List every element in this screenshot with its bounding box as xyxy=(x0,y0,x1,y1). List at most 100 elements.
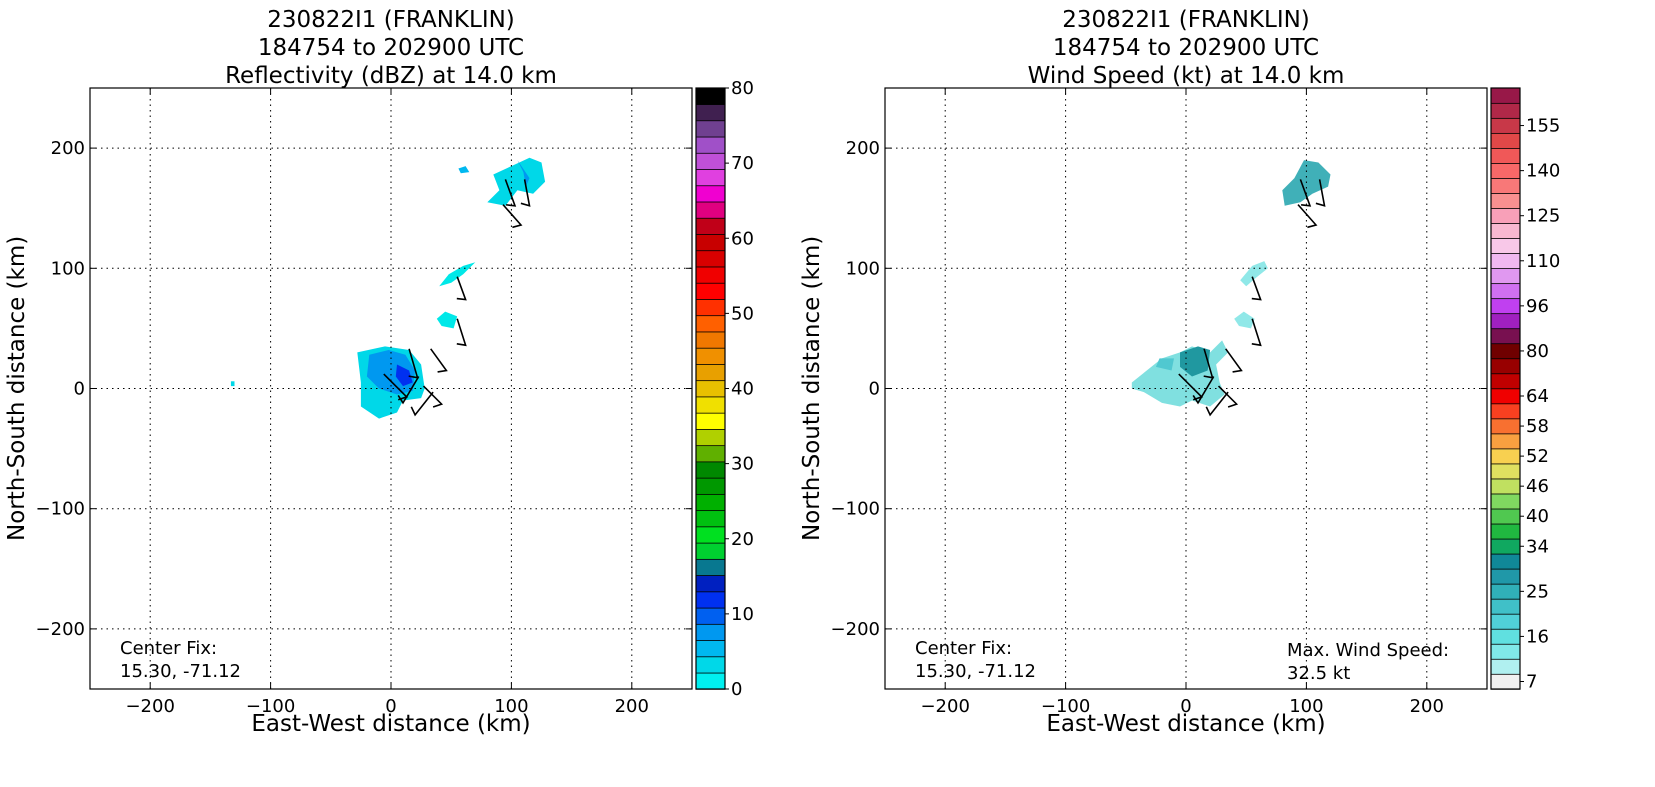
y-tick-label-4: 200 xyxy=(846,138,880,159)
wind-barb-10 xyxy=(422,385,444,408)
x-tick-label-1: −100 xyxy=(1041,696,1090,717)
colorbar-tick-label-6: 60 xyxy=(731,228,754,249)
colorbar-cell-17 xyxy=(1490,418,1521,435)
center-fix-value: 15.30, -71.12 xyxy=(120,661,241,682)
colorbar-cell-11 xyxy=(1490,508,1521,525)
colorbar-cell-5 xyxy=(1490,598,1521,615)
center-fix-label: Center Fix: xyxy=(120,638,218,659)
colorbar-cell-14 xyxy=(1490,463,1521,480)
x-tick-label-3: 100 xyxy=(494,696,528,717)
colorbar-cell-20 xyxy=(1490,373,1521,390)
title-line-1: 230822I1 (FRANKLIN) xyxy=(1062,7,1310,33)
max-wind-label: Max. Wind Speed: xyxy=(1287,640,1450,661)
colorbar-cell-27 xyxy=(1490,267,1521,285)
colorbar-tick-label-2: 25 xyxy=(1526,581,1549,602)
center-fix-annotation: Center Fix: 15.30, -71.12 xyxy=(915,637,1036,683)
wind-barb-0 xyxy=(1297,204,1318,229)
colorbar-cell-38 xyxy=(1490,102,1521,119)
colorbar-cell-36 xyxy=(1490,132,1521,149)
colorbar-cell-8 xyxy=(1490,553,1521,570)
colorbar-tick-label-1: 10 xyxy=(731,604,754,625)
wind-barb-9 xyxy=(1205,391,1229,417)
colorbar-tick-label-0: 7 xyxy=(1526,671,1537,692)
x-tick-label-2: 0 xyxy=(385,696,396,717)
reflectivity-colorbar: 0 10 20 30 40 50 60 70 80 xyxy=(695,78,754,700)
wind-barb-9 xyxy=(410,391,434,417)
colorbar-cell-16 xyxy=(1490,433,1521,450)
wind-speed-plot: −200 −100 0 100 200 −200 −100 0 100 200 xyxy=(831,87,1488,717)
data-region-4 xyxy=(517,160,530,187)
title-line-3: Wind Speed (kt) at 14.0 km xyxy=(1027,63,1345,89)
y-tick-label-2: 0 xyxy=(74,379,85,400)
y-axis-label: North-South distance (km) xyxy=(799,235,825,541)
wind-barb-4 xyxy=(456,318,467,347)
y-tick-label-1: −100 xyxy=(36,499,85,520)
colorbar-tick-label-6: 52 xyxy=(1526,446,1549,467)
wind-barb-1 xyxy=(1299,179,1312,207)
colorbar-cell-12 xyxy=(1490,493,1521,510)
colorbar-cell-2 xyxy=(1490,643,1521,660)
colorbar-cell-13 xyxy=(1490,478,1521,495)
data-region-5 xyxy=(1234,311,1255,329)
wind-barbs xyxy=(1178,179,1326,417)
wind-barbs xyxy=(383,179,531,417)
colorbar-cell-24 xyxy=(1490,312,1521,330)
colorbar-cell-25 xyxy=(1490,297,1521,315)
colorbar-tick-label-5: 50 xyxy=(731,303,754,324)
x-tick-label-1: −100 xyxy=(246,696,295,717)
colorbar-tick-label-3: 30 xyxy=(731,454,754,475)
wind-barb-3 xyxy=(1251,276,1262,301)
colorbar-tick-label-4: 40 xyxy=(731,379,754,400)
colorbar-cell-34 xyxy=(1490,162,1521,179)
colorbar-tick-label-7: 58 xyxy=(1526,416,1549,437)
wind-barb-8 xyxy=(1192,376,1215,405)
title-line-1: 230822I1 (FRANKLIN) xyxy=(267,7,515,33)
wind-barb-0 xyxy=(502,204,523,229)
colorbar-cell-6 xyxy=(1490,583,1521,600)
colorbar-cell-15 xyxy=(1490,448,1521,465)
colorbar-tick-label-11: 110 xyxy=(1526,251,1560,272)
data-region-2 xyxy=(1155,358,1174,371)
colorbar-tick-label-9: 80 xyxy=(1526,341,1549,362)
colorbar-cell-1 xyxy=(1490,658,1521,675)
data-regions xyxy=(230,157,546,419)
data-region-5 xyxy=(439,262,476,287)
reflectivity-title: 230822I1 (FRANKLIN) 184754 to 202900 UTC… xyxy=(90,6,692,90)
wind-barb-1 xyxy=(504,179,517,207)
colorbar-cell-19 xyxy=(1490,388,1521,405)
y-tick-label-0: −200 xyxy=(831,619,880,640)
x-tick-label-0: −200 xyxy=(920,696,969,717)
y-tick-label-1: −100 xyxy=(831,499,880,520)
colorbar-tick-label-14: 155 xyxy=(1526,116,1560,137)
data-region-1 xyxy=(1180,346,1211,377)
title-line-2: 184754 to 202900 UTC xyxy=(1052,35,1320,61)
colorbar-tick-label-2: 20 xyxy=(731,529,754,550)
y-tick-label-0: −200 xyxy=(36,619,85,640)
colorbar-cell-9 xyxy=(1490,538,1521,555)
x-tick-label-2: 0 xyxy=(1180,696,1191,717)
colorbar-cell-30 xyxy=(1490,222,1521,239)
colorbar-frame xyxy=(1490,87,1521,690)
title-line-3: Reflectivity (dBZ) at 14.0 km xyxy=(225,63,557,89)
y-tick-label-2: 0 xyxy=(869,379,880,400)
colorbar-tick-label-4: 40 xyxy=(1526,506,1549,527)
wind-barb-3 xyxy=(456,276,467,301)
colorbar-tick-label-8: 64 xyxy=(1526,386,1549,407)
colorbar-tick-label-12: 125 xyxy=(1526,206,1560,227)
center-fix-annotation: Center Fix: 15.30, -71.12 xyxy=(120,637,241,683)
x-tick-label-3: 100 xyxy=(1289,696,1323,717)
colorbar-cell-21 xyxy=(1490,358,1521,375)
colorbar-tick-label-5: 46 xyxy=(1526,476,1549,497)
colorbar-tick-label-3: 34 xyxy=(1526,536,1549,557)
colorbar-cell-33 xyxy=(1490,177,1521,194)
wind-barb-5 xyxy=(430,348,448,373)
colorbar-cell-0 xyxy=(1490,673,1521,690)
data-region-8 xyxy=(230,381,235,387)
x-tick-label-0: −200 xyxy=(125,696,174,717)
colorbar-tick-label-0: 0 xyxy=(731,679,742,700)
wind-barb-10 xyxy=(1217,385,1239,408)
center-fix-value: 15.30, -71.12 xyxy=(915,661,1036,682)
data-region-7 xyxy=(458,166,470,174)
x-axis-label: East-West distance (km) xyxy=(251,711,531,737)
